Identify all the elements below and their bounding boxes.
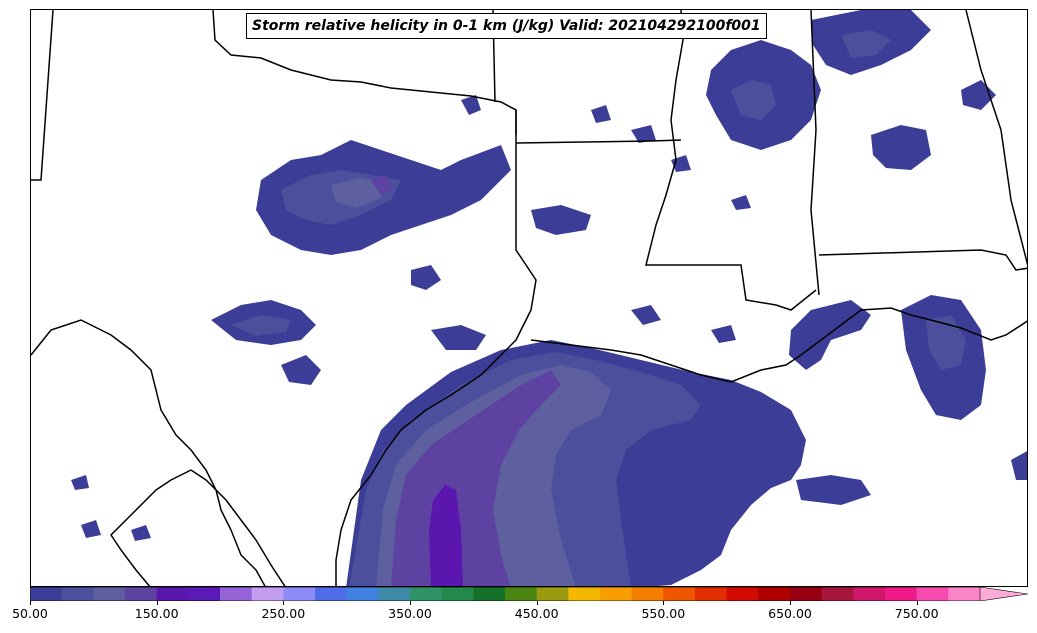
colorbar-tick xyxy=(536,601,538,605)
colorbar-tick xyxy=(156,601,158,605)
map-panel xyxy=(30,9,1028,587)
colorbar-segment xyxy=(695,587,728,601)
colorbar-segment xyxy=(315,587,348,601)
colorbar-segment xyxy=(283,587,316,601)
helicity-scattered-patches xyxy=(71,10,996,541)
colorbar-tick xyxy=(916,601,918,605)
colorbar-tick xyxy=(283,601,285,605)
colorbar-segment xyxy=(568,587,601,601)
colorbar-segment xyxy=(30,587,63,601)
colorbar-tick xyxy=(790,601,791,605)
colorbar-tick-label: 750.00 xyxy=(894,606,939,621)
colorbar-tick-label: 150.00 xyxy=(134,606,179,621)
colorbar-segment xyxy=(758,587,791,601)
colorbar-segment xyxy=(61,587,94,601)
colorbar-tick-label: 450.00 xyxy=(514,606,559,621)
colorbar-segment xyxy=(378,587,411,601)
colorbar-tick-label: 650.00 xyxy=(768,606,812,621)
colorbar-segment xyxy=(600,587,633,601)
colorbar-ticks: 50.00 150.00 250.00 350.00 450.00 550.00 650.0… xyxy=(0,601,1037,633)
colorbar-tick-label: 50.00 xyxy=(12,606,48,621)
colorbar-segment xyxy=(156,587,189,601)
colorbar-segment xyxy=(473,587,506,601)
colorbar-segment xyxy=(885,587,918,601)
colorbar-tick xyxy=(30,601,31,605)
colorbar-segment xyxy=(410,587,443,601)
map-canvas xyxy=(31,10,1027,586)
colorbar-segment xyxy=(441,587,474,601)
map-title: Storm relative helicity in 0-1 km (J/kg)… xyxy=(246,13,767,39)
colorbar xyxy=(30,587,1028,601)
colorbar-segment xyxy=(220,587,253,601)
colorbar-segment xyxy=(536,587,569,601)
colorbar-tick-label: 550.00 xyxy=(641,606,686,621)
helicity-gulf-field xyxy=(346,295,1027,586)
colorbar-segment xyxy=(853,587,886,601)
colorbar-tick-label: 250.00 xyxy=(261,606,306,621)
colorbar-segment xyxy=(790,587,823,601)
political-boundaries xyxy=(31,10,1027,586)
colorbar-tick xyxy=(663,601,665,605)
colorbar-tick xyxy=(410,601,411,605)
colorbar-segment xyxy=(251,587,284,601)
colorbar-segment xyxy=(93,587,126,601)
colorbar-extend-arrow xyxy=(979,587,1028,601)
colorbar-segment xyxy=(188,587,221,601)
colorbar-segment xyxy=(505,587,538,601)
colorbar-segment xyxy=(631,587,664,601)
colorbar-segment xyxy=(125,587,158,601)
colorbar-segment xyxy=(663,587,696,601)
colorbar-tick-label: 350.00 xyxy=(388,606,432,621)
colorbar-segment xyxy=(821,587,854,601)
colorbar-segment xyxy=(916,587,949,601)
colorbar-segment xyxy=(948,587,981,601)
colorbar-segment xyxy=(346,587,379,601)
colorbar-segment xyxy=(726,587,759,601)
